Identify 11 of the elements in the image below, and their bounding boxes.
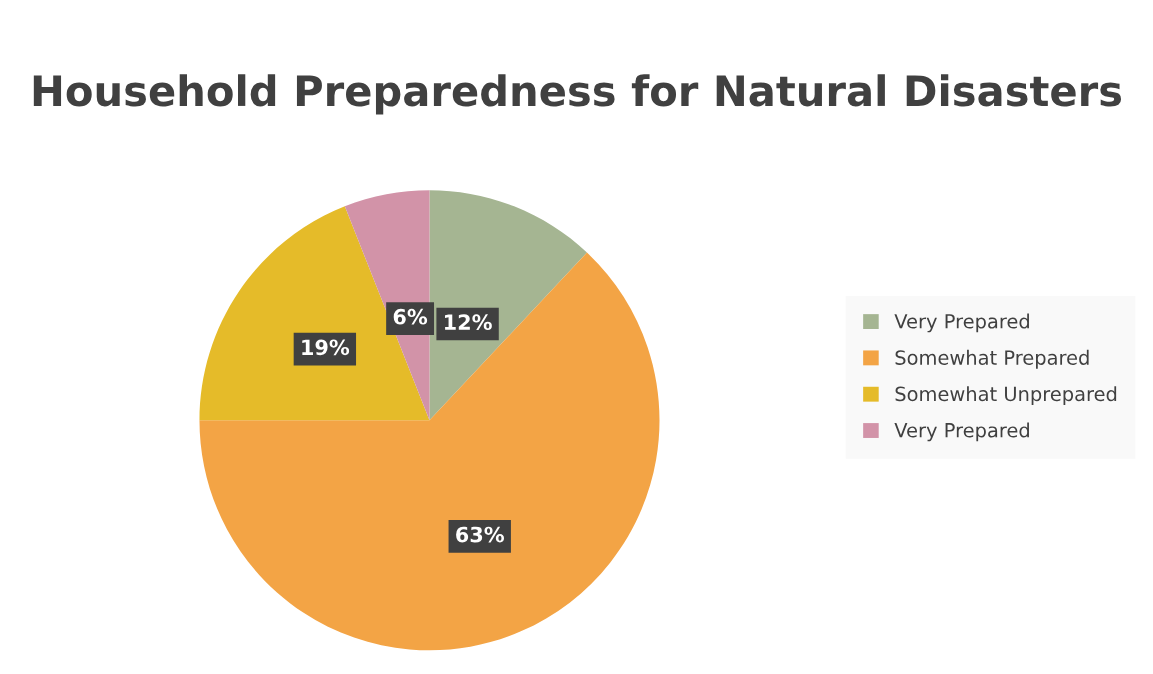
data-label: 19% <box>302 339 350 356</box>
data-label: 63% <box>456 526 505 543</box>
pie-slice <box>199 252 660 651</box>
data-label: 6% <box>393 308 428 325</box>
pie-slice <box>199 206 430 421</box>
chart-title: Household Preparedness for Natural Disasters <box>33 74 1122 115</box>
legend-label: Somewhat Unprepared <box>895 386 1117 406</box>
legend-label: Somewhat Prepared <box>895 349 1089 369</box>
data-label: 12% <box>445 314 492 331</box>
legend-label: Very Prepared <box>894 313 1029 333</box>
legend-label: Very Prepared <box>894 422 1029 442</box>
